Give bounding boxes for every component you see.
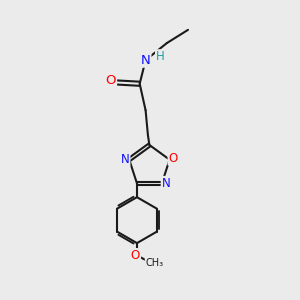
Text: N: N xyxy=(162,177,170,190)
Text: N: N xyxy=(121,153,130,166)
Text: O: O xyxy=(131,249,140,262)
Text: CH₃: CH₃ xyxy=(146,258,164,268)
Text: O: O xyxy=(106,74,116,87)
Text: O: O xyxy=(169,152,178,165)
Text: H: H xyxy=(156,50,165,63)
Text: N: N xyxy=(141,54,151,67)
